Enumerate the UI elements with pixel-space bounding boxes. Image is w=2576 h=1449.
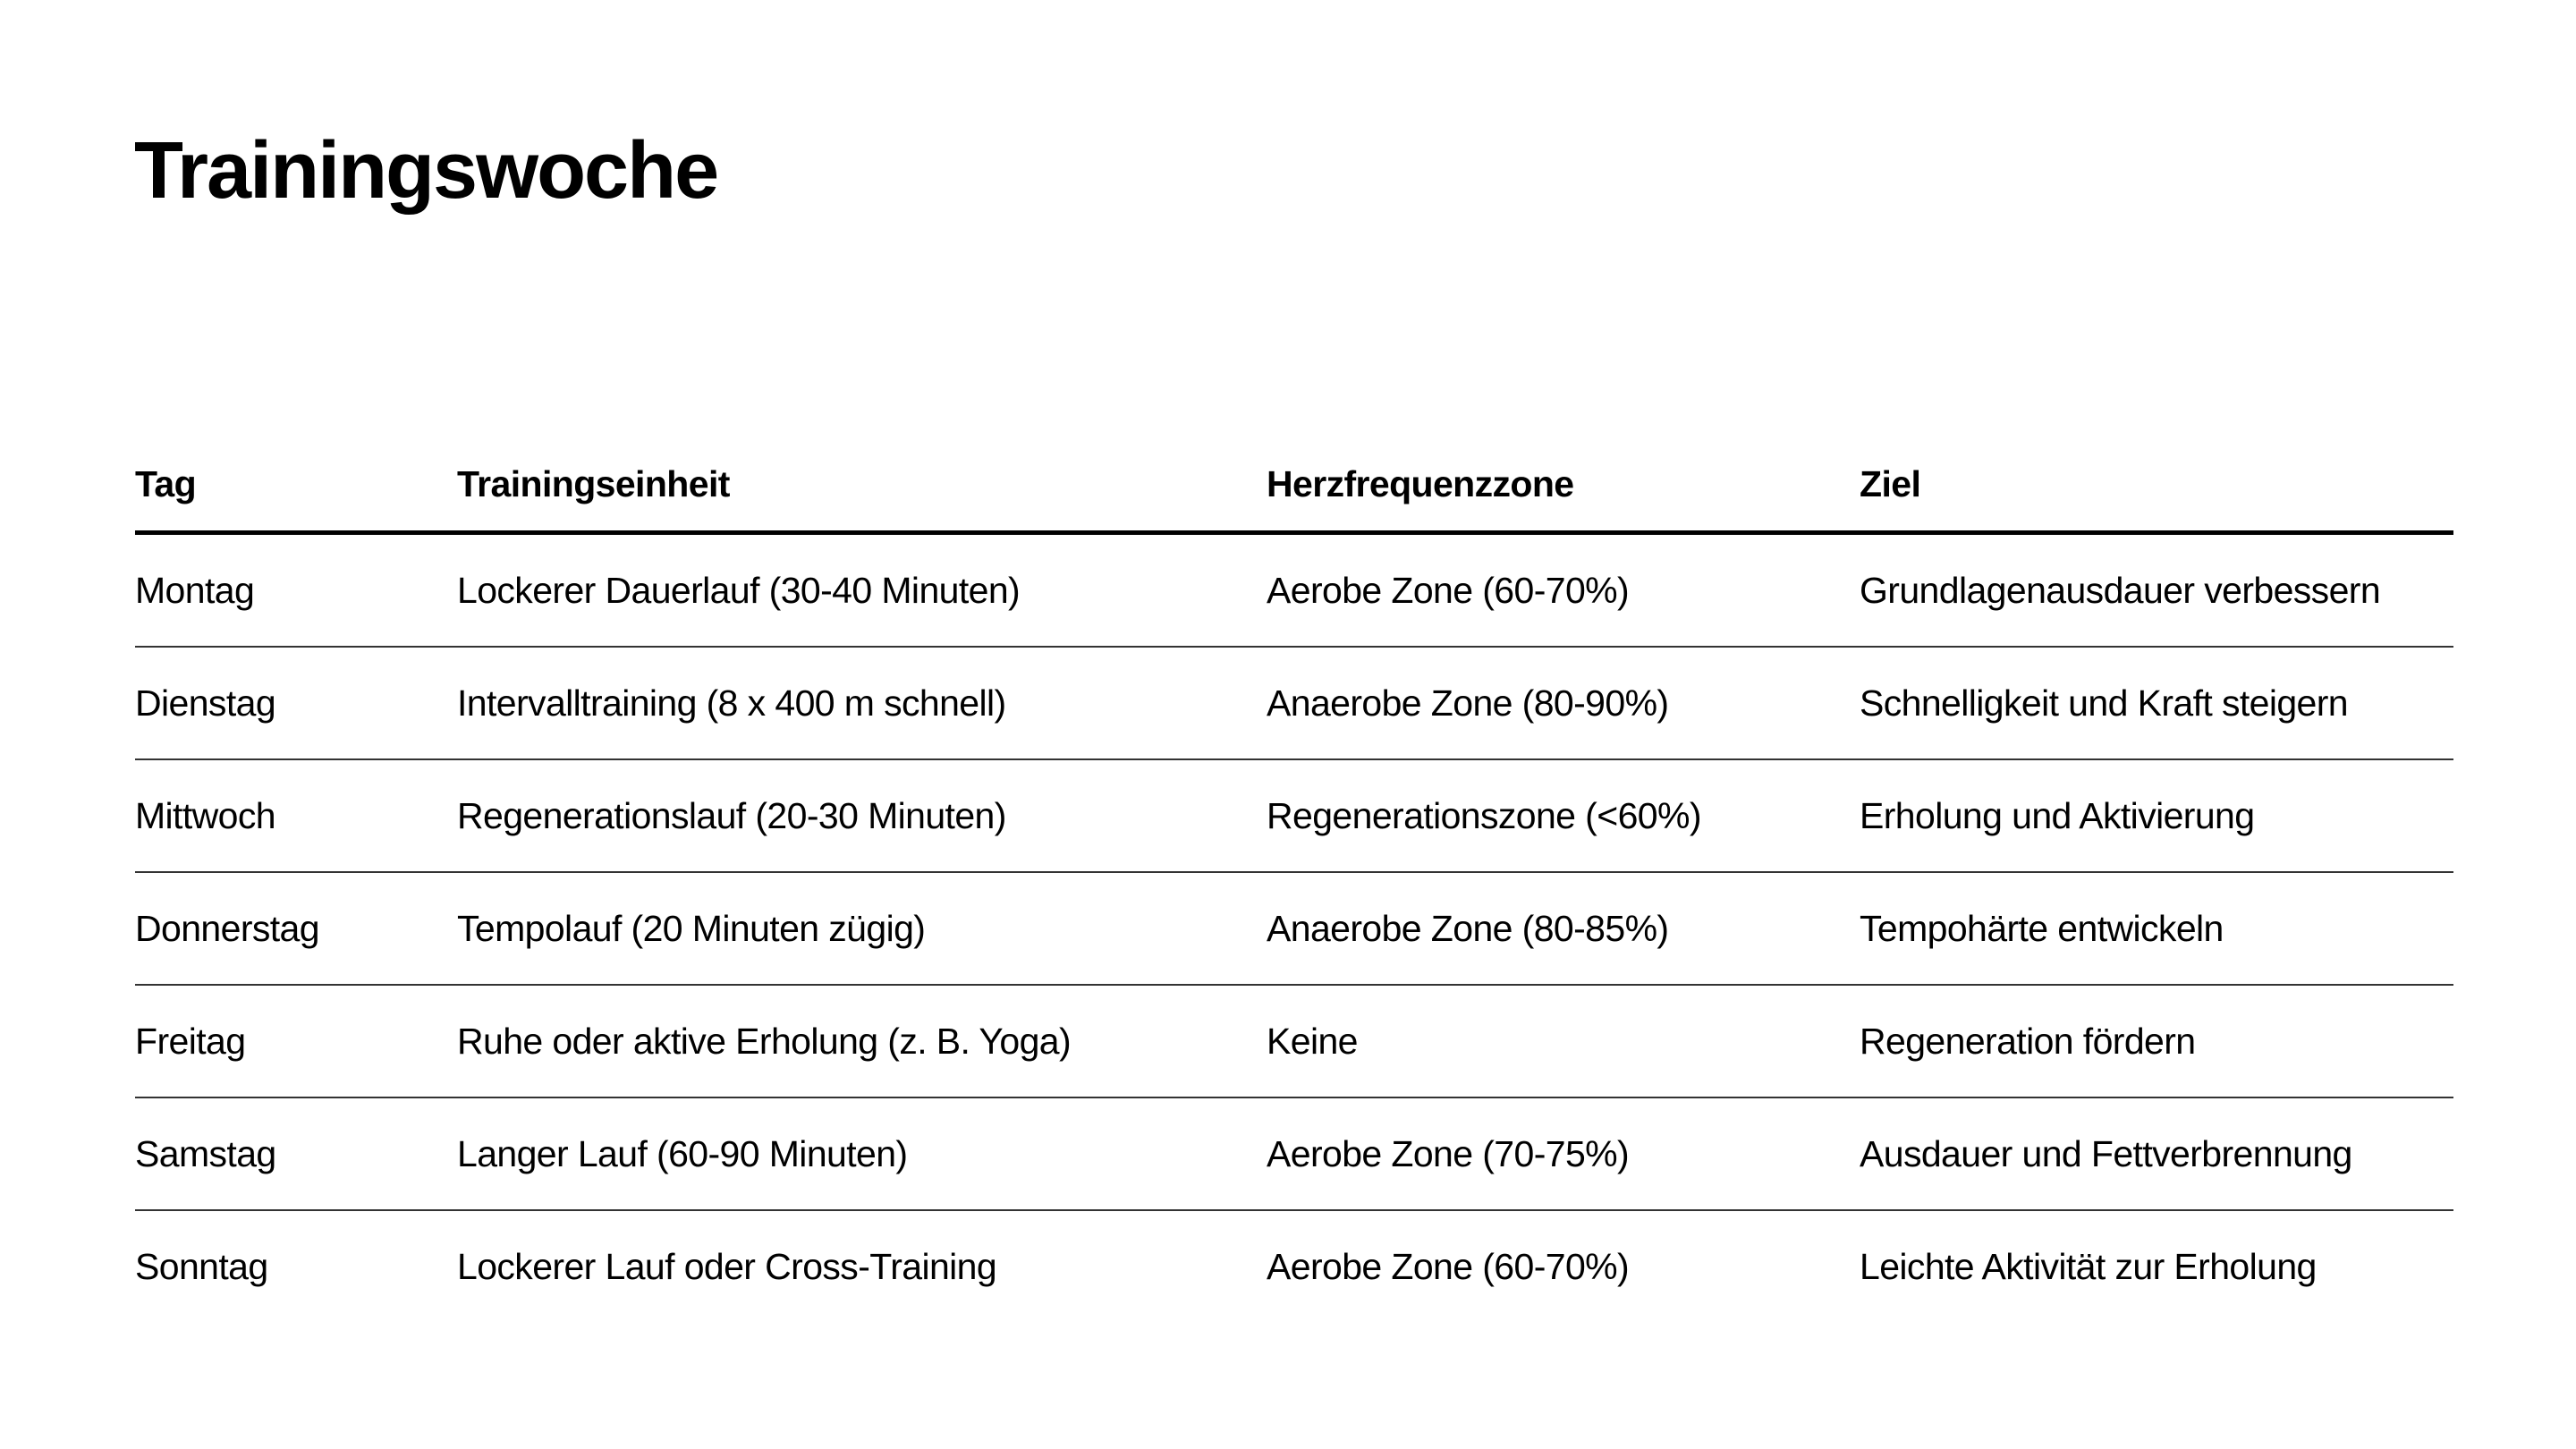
table-row: Freitag Ruhe oder aktive Erholung (z. B. … [135,985,2453,1098]
cell-tag: Mittwoch [135,759,457,873]
cell-tag: Sonntag [135,1245,268,1287]
cell-ziel: Leichte Aktivität zur Erholung [1860,1245,2317,1287]
cell-trainingseinheit: Tempolauf (20 Minuten zügig) [457,872,1267,986]
column-header-herzfrequenzzone: Herzfrequenzzone [1267,438,1860,535]
cell-herzfrequenzzone: Aerobe Zone (60-70%) [1267,532,1860,648]
cell-ziel: Erholung und Aktivierung [1860,759,2453,873]
cell-trainingseinheit: Lockerer Lauf oder Cross-Training [457,1245,997,1287]
cell-tag: Donnerstag [135,872,457,986]
cell-ziel: Grundlagenausdauer verbessern [1860,532,2453,648]
table-row: Samstag Langer Lauf (60-90 Minuten) Aerobe… [135,1097,2453,1211]
cell-tag: Montag [135,532,457,648]
cell-trainingseinheit: Intervalltraining (8 x 400 m schnell) [457,647,1267,760]
cell-herzfrequenzzone: Regenerationszone (<60%) [1267,759,1860,873]
cell-ziel: Regeneration fördern [1860,985,2453,1098]
cell-ziel: Tempohärte entwickeln [1860,872,2453,986]
cell-herzfrequenzzone: Keine [1267,985,1860,1098]
page-title: Trainingswoche [134,126,719,216]
table-row: Donnerstag Tempolauf (20 Minuten zügig) An… [135,872,2453,986]
cell-tag: Dienstag [135,647,457,760]
cell-trainingseinheit: Ruhe oder aktive Erholung (z. B. Yoga) [457,985,1267,1098]
cell-trainingseinheit: Langer Lauf (60-90 Minuten) [457,1097,1267,1211]
column-header-ziel: Ziel [1860,438,2453,535]
table-header-row: Tag Trainingseinheit Herzfrequenzzone Zi… [135,438,2453,535]
cell-herzfrequenzzone: Anaerobe Zone (80-90%) [1267,647,1860,760]
cell-trainingseinheit: Lockerer Dauerlauf (30-40 Minuten) [457,532,1267,648]
cell-trainingseinheit: Regenerationslauf (20-30 Minuten) [457,759,1267,873]
cell-herzfrequenzzone: Aerobe Zone (70-75%) [1267,1097,1860,1211]
cell-herzfrequenzzone: Anaerobe Zone (80-85%) [1267,872,1860,986]
table-row: Montag Lockerer Dauerlauf (30-40 Minuten)… [135,532,2453,648]
column-header-trainingseinheit: Trainingseinheit [457,438,1267,535]
cell-herzfrequenzzone: Aerobe Zone (60-70%) [1267,1245,1630,1287]
training-table: Tag Trainingseinheit Herzfrequenzzone Zi… [135,438,2453,1322]
table-row: Dienstag Intervalltraining (8 x 400 m sch… [135,647,2453,760]
cell-ziel: Schnelligkeit und Kraft steigern [1860,647,2453,760]
cell-tag: Freitag [135,985,457,1098]
table-row: Mittwoch Regenerationslauf (20-30 Minuten… [135,759,2453,873]
column-header-tag: Tag [135,438,457,535]
table-row: Sonntag Lockerer Lauf oder Cross-Training… [135,1210,2453,1322]
cell-tag: Samstag [135,1097,457,1211]
cell-ziel: Ausdauer und Fettverbrennung [1860,1097,2453,1211]
